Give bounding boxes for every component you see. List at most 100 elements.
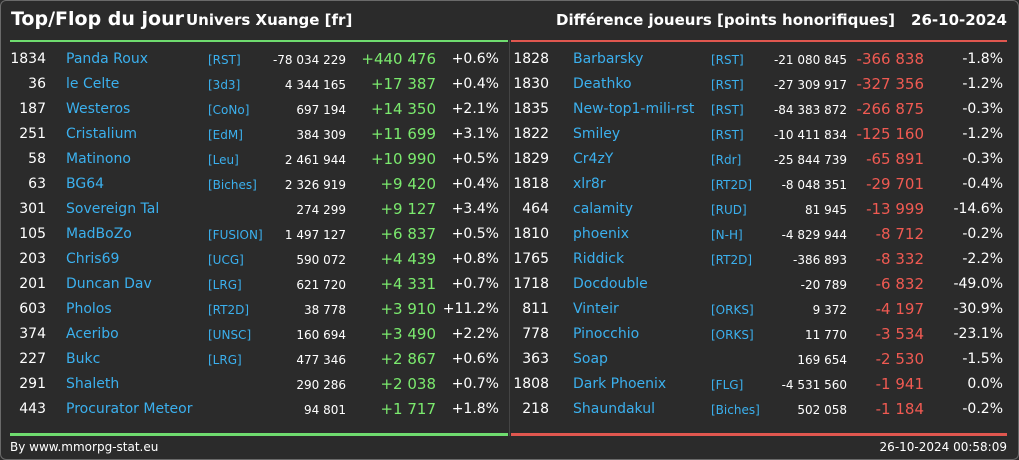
top-alliance-tag-link[interactable]: [LRG] bbox=[208, 353, 242, 367]
flop-player-name-link[interactable]: phoenix bbox=[573, 226, 629, 242]
flop-player-name-link[interactable]: New-top1-mili-rst bbox=[573, 101, 695, 117]
flop-total-points: -8 048 351 bbox=[781, 178, 847, 192]
flop-rank: 464 bbox=[522, 201, 549, 217]
flop-player-name-link[interactable]: Soap bbox=[573, 351, 608, 367]
flop-player-name-link[interactable]: Shaundakul bbox=[573, 401, 655, 417]
flop-player-name-link[interactable]: Cr4zY bbox=[573, 151, 614, 167]
flop-point-difference: -4 197 bbox=[875, 300, 924, 318]
flop-point-difference: -125 160 bbox=[856, 125, 924, 143]
flop-point-difference: -1 941 bbox=[875, 375, 924, 393]
header: Top/Flop du jour Univers Xuange [fr] Dif… bbox=[0, 0, 1019, 40]
flop-total-points: -4 829 944 bbox=[781, 228, 847, 242]
flop-percent-change: -49.0% bbox=[953, 276, 1003, 292]
flop-row: 464 calamity [RUD] 81 945 -13 999 -14.6% bbox=[511, 197, 1007, 222]
flop-alliance-tag-link[interactable]: [ORKS] bbox=[711, 328, 754, 342]
flop-alliance-tag-link[interactable]: [RST] bbox=[711, 103, 744, 117]
flop-rank: 1765 bbox=[513, 251, 549, 267]
flop-row: 811 Vinteir [ORKS] 9 372 -4 197 -30.9% bbox=[511, 297, 1007, 322]
flop-percent-change: -2.2% bbox=[962, 251, 1003, 267]
flop-total-points: -84 383 872 bbox=[773, 103, 847, 117]
flop-point-difference: -6 832 bbox=[875, 275, 924, 293]
top-total-points: -78 034 229 bbox=[272, 53, 346, 67]
flop-row: 363 Soap 169 654 -2 530 -1.5% bbox=[511, 347, 1007, 372]
top-alliance-tag-link[interactable]: [FUSION] bbox=[208, 228, 263, 242]
flop-point-difference: -3 534 bbox=[875, 325, 924, 343]
flop-total-points: 502 058 bbox=[797, 403, 847, 417]
top-point-difference: +4 331 bbox=[380, 275, 436, 293]
top-player-name-link[interactable]: Westeros bbox=[66, 101, 131, 117]
flop-player-name-link[interactable]: Vinteir bbox=[573, 301, 619, 317]
top-alliance-tag-link[interactable]: [LRG] bbox=[208, 278, 242, 292]
flop-alliance-tag-link[interactable]: [RST] bbox=[711, 53, 744, 67]
top-player-name-link[interactable]: Chris69 bbox=[66, 251, 120, 267]
flop-player-name-link[interactable]: Smiley bbox=[573, 126, 621, 142]
flop-player-name-link[interactable]: xlr8r bbox=[573, 176, 606, 192]
flop-player-name-link[interactable]: Pinocchio bbox=[573, 326, 640, 342]
flop-rank: 778 bbox=[522, 326, 549, 342]
top-player-name-link[interactable]: Matinono bbox=[66, 151, 131, 167]
top-player-name-link[interactable]: MadBoZo bbox=[66, 226, 132, 242]
flop-player-name-link[interactable]: Docdouble bbox=[573, 276, 648, 292]
top-total-points: 290 286 bbox=[296, 378, 346, 392]
top-alliance-tag-link[interactable]: [EdM] bbox=[208, 128, 243, 142]
top-player-name-link[interactable]: Duncan Dav bbox=[66, 276, 152, 292]
top-alliance-tag-link[interactable]: [3d3] bbox=[208, 78, 241, 92]
flop-total-points: -386 893 bbox=[793, 253, 847, 267]
top-player-name-link[interactable]: Bukc bbox=[66, 351, 101, 367]
top-player-name-link[interactable]: Shaleth bbox=[66, 376, 120, 392]
top-player-name-link[interactable]: Sovereign Tal bbox=[66, 201, 160, 217]
flop-total-points: 81 945 bbox=[805, 203, 847, 217]
top-alliance-tag-link[interactable]: [Biches] bbox=[208, 178, 257, 192]
top-point-difference: +2 038 bbox=[380, 375, 436, 393]
top-player-name-link[interactable]: BG64 bbox=[66, 176, 105, 192]
flop-alliance-tag-link[interactable]: [Biches] bbox=[711, 403, 760, 417]
flop-row: 1822 Smiley [RST] -10 411 834 -125 160 -1.2% bbox=[511, 122, 1007, 147]
top-alliance-tag-link[interactable]: [RST] bbox=[208, 53, 241, 67]
top-rank: 301 bbox=[19, 201, 46, 217]
flop-player-name-link[interactable]: Dark Phoenix bbox=[573, 376, 667, 392]
flop-alliance-tag-link[interactable]: [ORKS] bbox=[711, 303, 754, 317]
source-credit: By www.mmorpg-stat.eu bbox=[10, 440, 159, 454]
flop-alliance-tag-link[interactable]: [RST] bbox=[711, 128, 744, 142]
top-alliance-tag-link[interactable]: [RT2D] bbox=[208, 303, 250, 317]
top-total-points: 697 194 bbox=[296, 103, 346, 117]
top-player-name-link[interactable]: Cristalium bbox=[66, 126, 138, 142]
flop-player-name-link[interactable]: Deathko bbox=[573, 76, 632, 92]
flop-player-name-link[interactable]: Barbarsky bbox=[573, 51, 644, 67]
flop-alliance-tag-link[interactable]: [RST] bbox=[711, 78, 744, 92]
top-percent-change: +0.4% bbox=[451, 176, 499, 192]
top-player-name-link[interactable]: Panda Roux bbox=[66, 51, 149, 67]
top-point-difference: +6 837 bbox=[380, 225, 436, 243]
top-player-name-link[interactable]: Pholos bbox=[66, 301, 112, 317]
flop-alliance-tag-link[interactable]: [RUD] bbox=[711, 203, 747, 217]
top-total-points: 477 346 bbox=[296, 353, 346, 367]
top-player-name-link[interactable]: le Celte bbox=[66, 76, 120, 92]
flop-alliance-tag-link[interactable]: [RT2D] bbox=[711, 178, 753, 192]
flop-alliance-tag-link[interactable]: [FLG] bbox=[711, 378, 744, 392]
flop-rank: 1830 bbox=[513, 76, 549, 92]
top-player-name-link[interactable]: Aceribo bbox=[66, 326, 119, 342]
top-rank: 63 bbox=[28, 176, 46, 192]
flop-percent-change: -14.6% bbox=[953, 201, 1003, 217]
top-alliance-tag-link[interactable]: [CoNo] bbox=[208, 103, 250, 117]
top-rank: 201 bbox=[19, 276, 46, 292]
top-alliance-tag-link[interactable]: [Leu] bbox=[208, 153, 239, 167]
flop-player-name-link[interactable]: calamity bbox=[573, 201, 634, 217]
top-percent-change: +3.4% bbox=[451, 201, 499, 217]
flop-player-name-link[interactable]: Riddick bbox=[573, 251, 625, 267]
top-alliance-tag-link[interactable]: [UNSC] bbox=[208, 328, 252, 342]
flop-alliance-tag-link[interactable]: [Rdr] bbox=[711, 153, 742, 167]
top-rank: 227 bbox=[19, 351, 46, 367]
top-alliance-tag-link[interactable]: [UCG] bbox=[208, 253, 244, 267]
top-percent-change: +3.1% bbox=[451, 126, 499, 142]
flop-rank: 1808 bbox=[513, 376, 549, 392]
flop-alliance-tag-link[interactable]: [RT2D] bbox=[711, 253, 753, 267]
top-player-name-link[interactable]: Procurator Meteor bbox=[66, 401, 193, 417]
top-rank: 187 bbox=[19, 101, 46, 117]
flop-alliance-tag-link[interactable]: [N-H] bbox=[711, 228, 743, 242]
top-total-points: 274 299 bbox=[296, 203, 346, 217]
top-total-points: 38 778 bbox=[304, 303, 346, 317]
flop-rank: 1829 bbox=[513, 151, 549, 167]
flop-row: 1828 Barbarsky [RST] -21 080 845 -366 838 -1.… bbox=[511, 47, 1007, 72]
header-date: 26-10-2024 bbox=[911, 11, 1007, 29]
